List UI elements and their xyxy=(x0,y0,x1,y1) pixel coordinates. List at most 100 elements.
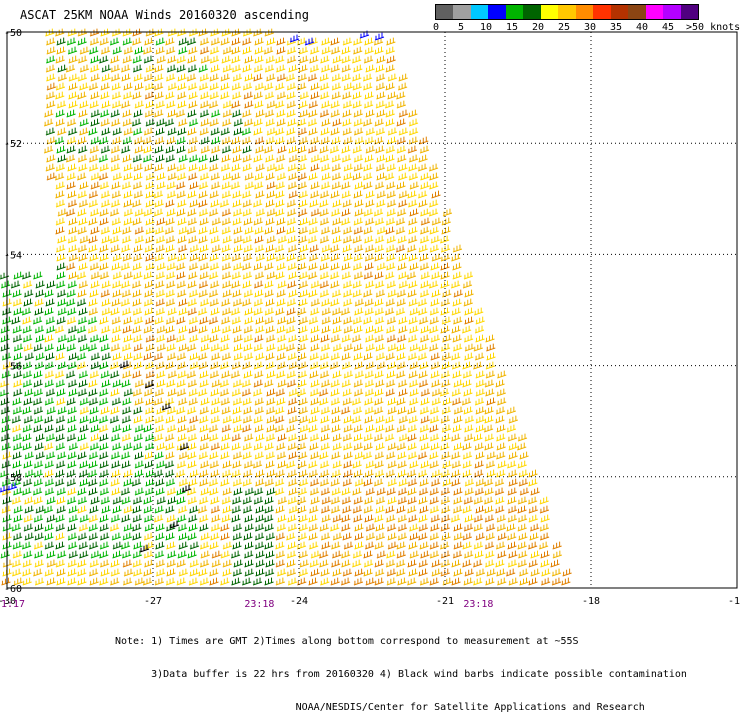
wind-barb xyxy=(528,577,538,586)
wind-barb xyxy=(79,118,89,127)
wind-barb xyxy=(132,262,142,271)
wind-barb xyxy=(496,388,506,397)
wind-barb xyxy=(175,109,186,118)
wind-barb xyxy=(233,424,243,433)
wind-barb xyxy=(145,343,155,352)
wind-barb xyxy=(417,451,428,460)
wind-barb xyxy=(297,361,308,370)
wind-barb xyxy=(144,451,154,460)
wind-barb xyxy=(507,433,518,442)
wind-barb xyxy=(133,271,143,280)
wind-barb xyxy=(56,316,66,325)
wind-barb xyxy=(57,154,67,163)
wind-barb xyxy=(90,280,100,289)
wind-barb xyxy=(352,262,363,271)
wind-barb xyxy=(244,514,254,523)
wind-barb xyxy=(109,415,120,424)
wind-barb xyxy=(165,199,175,208)
wind-barb xyxy=(134,208,144,217)
wind-barb xyxy=(419,136,429,145)
wind-barb xyxy=(244,487,255,496)
wind-barb xyxy=(110,199,121,208)
wind-barb xyxy=(496,433,506,442)
wind-barb xyxy=(122,370,132,379)
wind-barb xyxy=(331,289,342,298)
wind-barb xyxy=(156,496,166,505)
wind-barb xyxy=(166,100,176,109)
wind-barb xyxy=(165,91,175,100)
wind-barb xyxy=(220,550,230,559)
wind-barb xyxy=(68,217,78,226)
wind-barb xyxy=(209,451,219,460)
wind-barb xyxy=(307,235,318,244)
wind-barb xyxy=(132,28,142,37)
wind-barb xyxy=(320,577,330,586)
wind-barb xyxy=(144,163,154,172)
wind-barb xyxy=(299,289,309,298)
wind-barb xyxy=(45,28,55,37)
wind-barb xyxy=(408,217,418,226)
wind-barb xyxy=(397,235,407,244)
wind-barb xyxy=(266,469,276,478)
wind-barb xyxy=(189,181,199,190)
wind-barb xyxy=(122,406,132,415)
wind-barb xyxy=(33,388,43,397)
wind-barb xyxy=(485,532,495,541)
wind-barb xyxy=(200,397,210,406)
wind-barb xyxy=(134,100,144,109)
wind-barb xyxy=(407,433,417,442)
wind-barb xyxy=(22,379,33,388)
wind-barb xyxy=(68,253,79,262)
wind-barb xyxy=(463,523,474,532)
wind-barb xyxy=(304,37,315,46)
wind-barb xyxy=(517,460,527,469)
wind-barb xyxy=(474,352,485,361)
wind-barb xyxy=(79,127,89,136)
wind-barb xyxy=(123,568,134,577)
wind-barb xyxy=(253,379,263,388)
wind-barb xyxy=(475,478,485,487)
wind-barb xyxy=(254,181,264,190)
wind-barb xyxy=(298,316,309,325)
wind-barb xyxy=(398,109,409,118)
wind-barb xyxy=(363,226,373,235)
wind-barb xyxy=(110,154,121,163)
wind-barb xyxy=(210,235,220,244)
wind-barb xyxy=(331,46,341,55)
wind-barb xyxy=(354,307,364,316)
wind-barb xyxy=(123,352,133,361)
wind-barb xyxy=(12,469,22,478)
wind-barb xyxy=(34,361,45,370)
wind-barb xyxy=(44,397,55,406)
wind-barb xyxy=(365,343,375,352)
wind-barb xyxy=(231,280,241,289)
wind-barb xyxy=(189,352,199,361)
wind-barb xyxy=(354,532,364,541)
wind-barb xyxy=(363,442,373,451)
wind-barb xyxy=(343,172,353,181)
wind-barb xyxy=(475,379,485,388)
wind-barb xyxy=(154,505,164,514)
wind-barb xyxy=(210,172,220,181)
wind-barb xyxy=(332,343,343,352)
wind-barb xyxy=(342,244,352,253)
wind-barb xyxy=(110,406,120,415)
wind-barb xyxy=(199,37,210,46)
wind-barb xyxy=(332,55,342,64)
wind-barb xyxy=(232,415,242,424)
wind-barb xyxy=(385,559,396,568)
wind-barb xyxy=(275,469,285,478)
wind-barb xyxy=(552,550,562,559)
wind-barb xyxy=(99,397,109,406)
wind-barb xyxy=(485,523,496,532)
wind-barb xyxy=(68,127,78,136)
wind-barb xyxy=(222,505,232,514)
legend-label: 20 xyxy=(532,22,545,33)
wind-barb xyxy=(253,298,264,307)
wind-barb xyxy=(100,109,110,118)
wind-barb xyxy=(65,370,76,379)
wind-barb xyxy=(123,190,133,199)
wind-barb xyxy=(101,280,111,289)
wind-barb xyxy=(232,496,242,505)
wind-barb xyxy=(474,397,485,406)
